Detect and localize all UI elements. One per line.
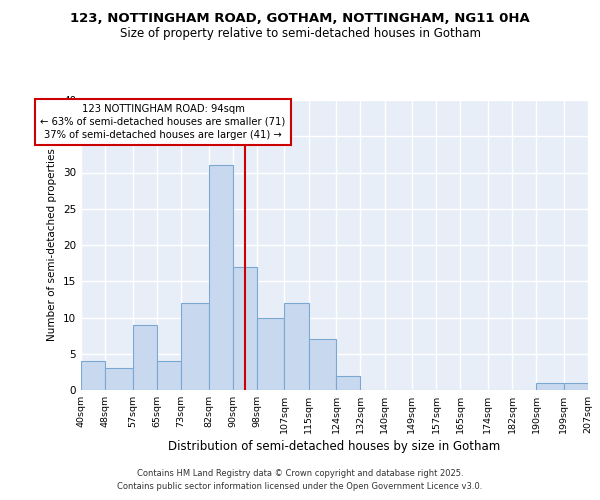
- Y-axis label: Number of semi-detached properties: Number of semi-detached properties: [47, 148, 58, 342]
- Bar: [81, 361, 105, 390]
- Bar: [308, 339, 336, 390]
- Bar: [105, 368, 133, 390]
- Text: 123, NOTTINGHAM ROAD, GOTHAM, NOTTINGHAM, NG11 0HA: 123, NOTTINGHAM ROAD, GOTHAM, NOTTINGHAM…: [70, 12, 530, 26]
- Bar: [133, 325, 157, 390]
- Bar: [181, 303, 209, 390]
- Text: Contains HM Land Registry data © Crown copyright and database right 2025.
Contai: Contains HM Land Registry data © Crown c…: [118, 470, 482, 491]
- Bar: [536, 383, 564, 390]
- Bar: [336, 376, 361, 390]
- Bar: [257, 318, 284, 390]
- Bar: [209, 165, 233, 390]
- Bar: [157, 361, 181, 390]
- Bar: [233, 267, 257, 390]
- X-axis label: Distribution of semi-detached houses by size in Gotham: Distribution of semi-detached houses by …: [169, 440, 500, 453]
- Text: Size of property relative to semi-detached houses in Gotham: Size of property relative to semi-detach…: [119, 28, 481, 40]
- Bar: [284, 303, 308, 390]
- Bar: [564, 383, 588, 390]
- Text: 123 NOTTINGHAM ROAD: 94sqm
← 63% of semi-detached houses are smaller (71)
37% of: 123 NOTTINGHAM ROAD: 94sqm ← 63% of semi…: [40, 104, 286, 140]
